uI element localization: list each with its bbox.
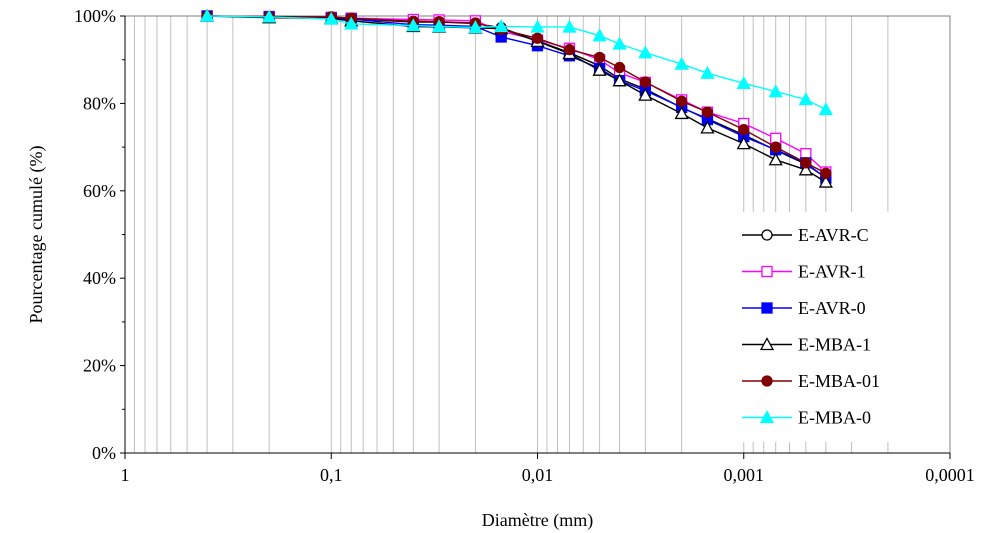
legend-marker <box>761 265 773 278</box>
series-e-avr-1 <box>201 10 832 178</box>
x-tick-label: 1 <box>121 465 130 485</box>
x-axis-title: Diamètre (mm) <box>482 510 593 531</box>
data-point <box>562 19 577 33</box>
y-tick-label: 20% <box>83 356 116 376</box>
y-tick-label: 100% <box>74 6 116 26</box>
series-e-avr-c <box>201 10 832 184</box>
x-tick-label: 0,01 <box>522 465 554 485</box>
data-point <box>344 16 359 30</box>
series-lines <box>199 8 833 188</box>
y-axis-title: Pourcentage cumulé (%) <box>26 146 47 324</box>
data-point <box>592 62 607 76</box>
legend-marker <box>761 375 773 387</box>
data-point <box>431 19 447 33</box>
x-tick-label: 0,0001 <box>925 465 975 485</box>
series-e-mba-01 <box>201 10 832 179</box>
y-tick-label: 80% <box>83 93 116 113</box>
data-point <box>818 174 833 188</box>
data-point <box>639 76 651 88</box>
data-point <box>638 45 653 59</box>
series-line <box>207 15 827 111</box>
series-line <box>207 15 827 179</box>
data-point <box>468 20 483 34</box>
data-point <box>613 61 626 74</box>
legend: E-AVR-C E-AVR-1 E-AVR-0 E-MBA-1 E-MBA-01 E-MB… <box>738 212 918 442</box>
data-point <box>592 28 607 42</box>
x-tick-label: 0,001 <box>724 465 765 485</box>
data-point <box>530 19 545 33</box>
data-point <box>800 157 812 169</box>
y-tick-label: 0% <box>92 443 116 463</box>
data-point <box>736 136 751 150</box>
axes: 0% 20% 40% 60% 80% 100% 1 0,1 0,01 0,001 0,0001 <box>74 6 975 485</box>
data-point <box>199 8 215 22</box>
legend-marker <box>761 302 773 314</box>
data-point <box>674 106 689 120</box>
legend-marker <box>761 229 773 241</box>
data-point <box>736 75 751 89</box>
legend-item: E-AVR-C <box>742 225 869 245</box>
legend-item: E-AVR-1 <box>742 262 866 282</box>
series-line <box>207 15 827 173</box>
data-point <box>612 36 627 50</box>
legend-marker <box>759 337 775 351</box>
legend-label: E-AVR-0 <box>798 298 866 318</box>
series-line <box>207 15 827 174</box>
legend-marker <box>759 410 775 424</box>
legend-label: E-MBA-1 <box>798 335 871 355</box>
legend-item: E-MBA-1 <box>742 335 871 355</box>
data-point <box>798 92 813 106</box>
data-point <box>770 141 782 153</box>
data-point <box>768 84 783 98</box>
data-point <box>700 65 715 79</box>
data-point <box>324 11 339 25</box>
data-point <box>612 73 627 87</box>
data-point <box>406 18 421 32</box>
data-point <box>818 102 833 116</box>
legend-item: E-MBA-0 <box>742 408 871 428</box>
legend-item: E-MBA-01 <box>742 371 880 391</box>
data-point <box>820 167 832 179</box>
data-point <box>800 148 812 160</box>
data-point <box>593 51 606 64</box>
data-point <box>494 19 509 33</box>
data-point <box>674 56 689 70</box>
data-point <box>531 32 544 44</box>
legend-background <box>738 212 918 442</box>
data-point <box>700 120 715 134</box>
series-e-mba-0 <box>199 8 833 116</box>
legend-label: E-AVR-1 <box>798 262 866 282</box>
series-e-mba-1 <box>199 8 833 188</box>
data-point <box>738 123 750 136</box>
data-point <box>798 162 813 176</box>
y-tick-label: 60% <box>83 181 116 201</box>
legend-item: E-AVR-0 <box>742 298 866 318</box>
data-point <box>768 152 783 166</box>
y-tick-label: 40% <box>83 268 116 288</box>
data-point <box>563 43 576 56</box>
data-point <box>638 87 653 101</box>
data-point <box>262 9 277 23</box>
x-tick-label: 0,1 <box>320 465 343 485</box>
legend-label: E-AVR-C <box>798 225 869 245</box>
data-point <box>701 106 714 118</box>
data-point <box>676 95 688 107</box>
legend-label: E-MBA-01 <box>798 371 880 391</box>
series-e-avr-0 <box>201 10 832 184</box>
legend-label: E-MBA-0 <box>798 408 871 428</box>
